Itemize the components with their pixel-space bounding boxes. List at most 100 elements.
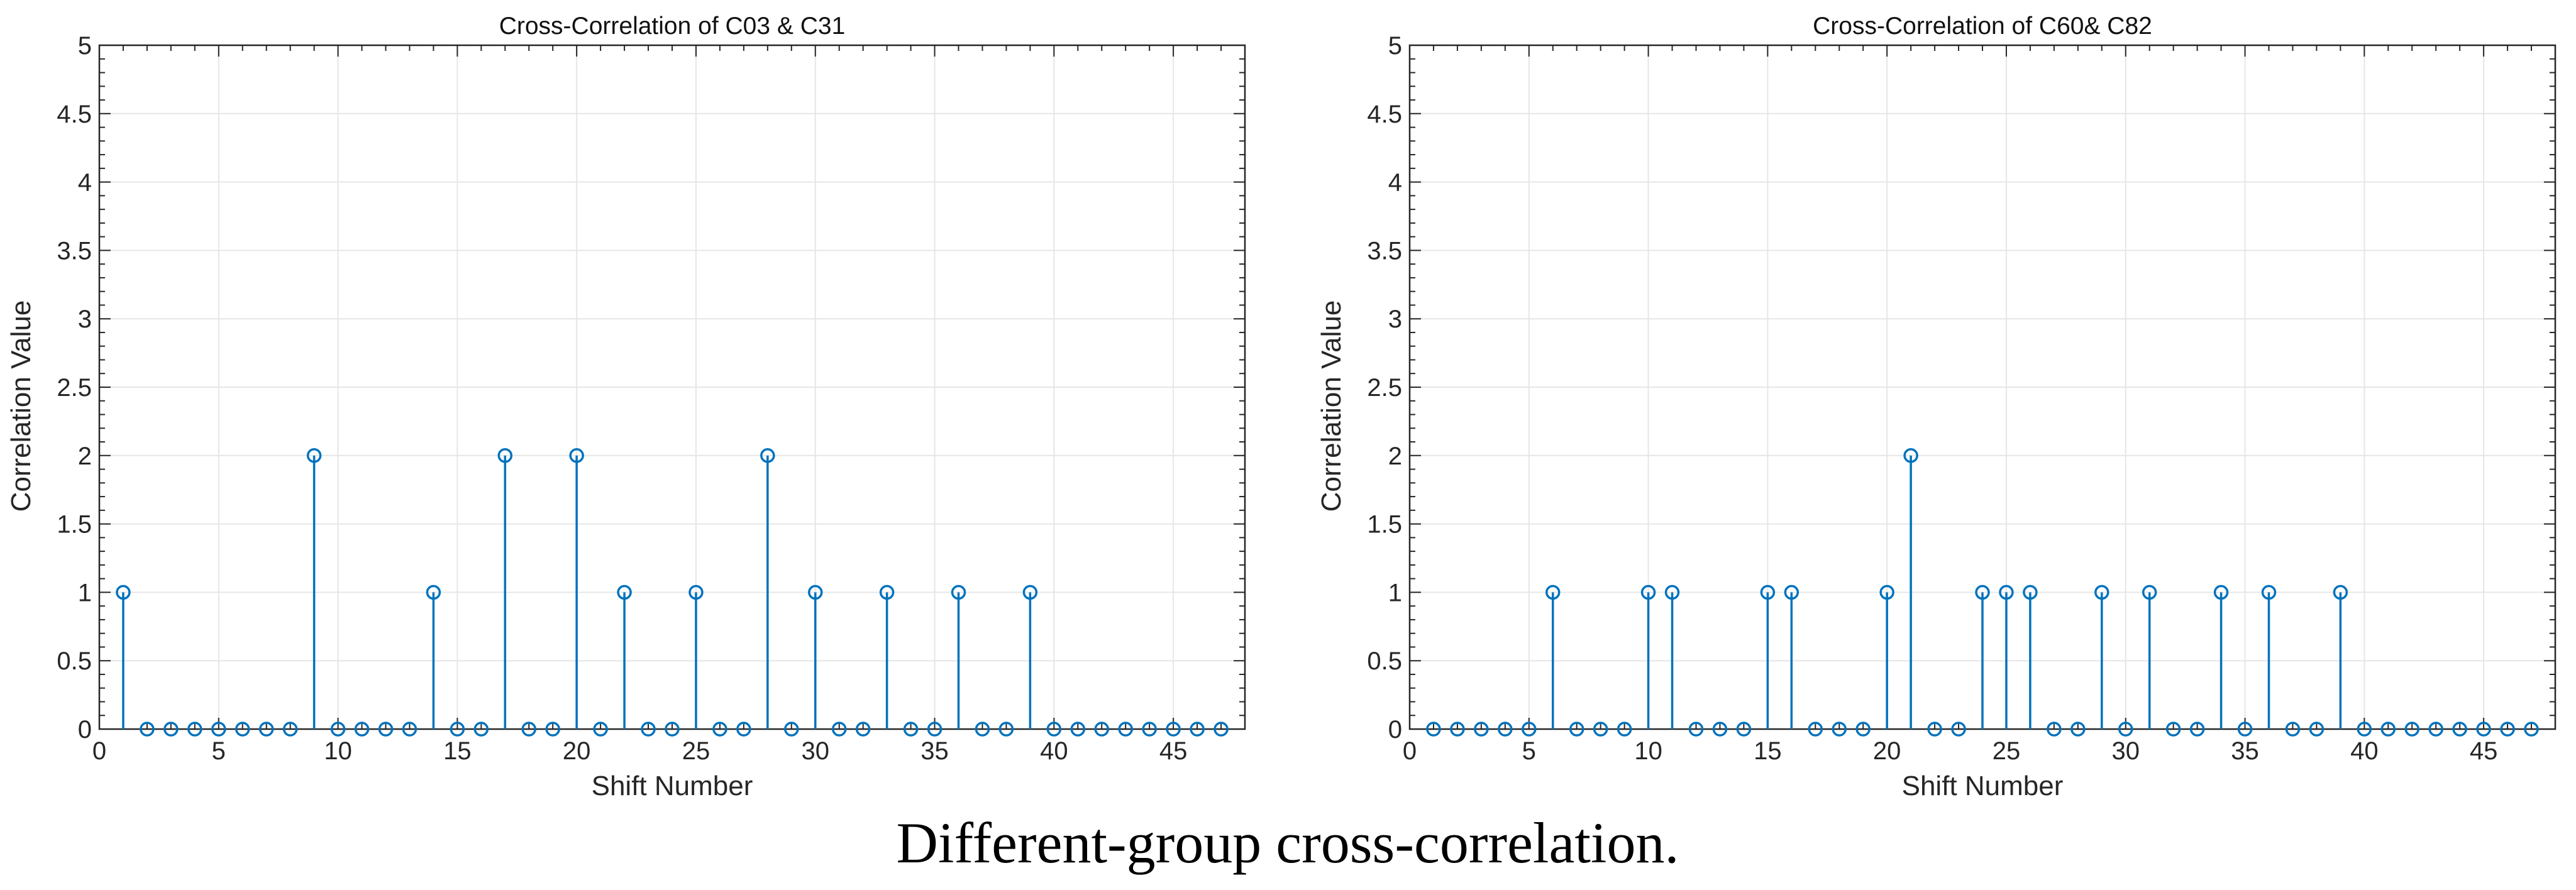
- x-tick-label: 40: [2350, 737, 2379, 765]
- stem-marker: [1522, 722, 1537, 737]
- y-tick-label: 0: [1388, 716, 1402, 744]
- y-tick-label: 1.5: [1367, 511, 1402, 539]
- stem-marker: [784, 722, 799, 737]
- stem-marker: [1640, 585, 1656, 600]
- stem-marker: [1569, 722, 1584, 737]
- stem-marker: [641, 722, 656, 737]
- stem-marker: [808, 585, 823, 600]
- x-tick-label: 15: [1754, 737, 1782, 765]
- stem-marker: [903, 722, 919, 737]
- stem-marker: [1975, 585, 1990, 600]
- stem-marker: [2261, 585, 2277, 600]
- stem-marker: [569, 448, 584, 463]
- x-tick-label: 30: [2112, 737, 2140, 765]
- stem-marker: [1832, 722, 1847, 737]
- stem-marker: [354, 722, 370, 737]
- stem-marker: [1046, 722, 1062, 737]
- stem-marker: [187, 722, 202, 737]
- stem-marker: [1593, 722, 1608, 737]
- y-tick-label: 3: [1388, 305, 1402, 333]
- stem-marker: [760, 448, 775, 463]
- stem-marker: [1450, 722, 1465, 737]
- x-tick-label: 40: [1040, 737, 1068, 765]
- stem-marker: [2165, 722, 2181, 737]
- stem-marker: [2213, 585, 2229, 600]
- stem-marker: [1903, 448, 1918, 463]
- stem-marker: [2142, 585, 2157, 600]
- stem-marker: [426, 585, 441, 600]
- x-tick-label: 35: [920, 737, 949, 765]
- stem-marker: [1213, 722, 1229, 737]
- stem-marker: [2070, 722, 2086, 737]
- stem-marker: [2118, 722, 2133, 737]
- x-axis-label: Shift Number: [592, 771, 753, 801]
- x-tick-label: 10: [1634, 737, 1662, 765]
- stem-marker: [450, 722, 465, 737]
- stem-marker: [736, 722, 751, 737]
- x-tick-label: 20: [563, 737, 591, 765]
- stem-marker: [497, 448, 513, 463]
- stem-marker: [1142, 722, 1157, 737]
- stem-marker: [1784, 585, 1799, 600]
- stem-marker: [2524, 722, 2539, 737]
- stem-marker: [282, 722, 298, 737]
- y-tick-label: 1: [1388, 579, 1402, 607]
- stem-marker: [2047, 722, 2062, 737]
- x-tick-label: 20: [1873, 737, 1901, 765]
- stem-marker: [2237, 722, 2253, 737]
- stem-marker: [1712, 722, 1728, 737]
- y-tick-label: 0.5: [1367, 647, 1402, 675]
- stem-marker: [1617, 722, 1632, 737]
- x-tick-label: 45: [2470, 737, 2498, 765]
- y-tick-label: 1.5: [57, 511, 92, 539]
- stem-marker: [235, 722, 250, 737]
- stem-marker: [975, 722, 990, 737]
- stem-marker: [998, 722, 1014, 737]
- y-tick-label: 2: [1388, 442, 1402, 470]
- y-tick-label: 1: [78, 579, 92, 607]
- x-tick-label: 30: [802, 737, 830, 765]
- stem-marker: [1022, 585, 1038, 600]
- y-tick-label: 2.5: [57, 374, 92, 402]
- stem-marker: [545, 722, 560, 737]
- stem-marker: [2357, 722, 2372, 737]
- stem-marker: [927, 722, 943, 737]
- stem-marker: [1474, 722, 1489, 737]
- y-tick-label: 2: [78, 442, 92, 470]
- x-tick-label: 25: [682, 737, 710, 765]
- stem-marker: [712, 722, 727, 737]
- stem-marker: [1498, 722, 1513, 737]
- stem-marker: [1760, 585, 1776, 600]
- stem-marker: [1664, 585, 1680, 600]
- stem-marker: [2309, 722, 2324, 737]
- y-axis-label: Correlation Value: [1316, 300, 1347, 512]
- stem-marker: [306, 448, 322, 463]
- x-tick-label: 0: [1403, 737, 1417, 765]
- stem-marker: [1999, 585, 2014, 600]
- stem-marker: [2476, 722, 2491, 737]
- x-tick-label: 25: [1993, 737, 2021, 765]
- y-tick-label: 3.5: [1367, 237, 1402, 265]
- chart-left: 0 5 10 15 20 25 30 35 40 45 0 0.5 1 1.5 2 2.5 3 3.5 4 4.5 5 C…: [6, 13, 1246, 801]
- stem-marker: [617, 585, 632, 600]
- stem-marker: [2023, 585, 2038, 600]
- stem-marker: [140, 722, 155, 737]
- stem-marker: [2452, 722, 2467, 737]
- stem-marker: [665, 722, 680, 737]
- stem-marker: [378, 722, 394, 737]
- stem-marker: [1951, 722, 1966, 737]
- x-tick-label: 35: [2231, 737, 2259, 765]
- stem-marker: [2285, 722, 2301, 737]
- stem-marker: [521, 722, 536, 737]
- stem-marker: [163, 722, 179, 737]
- y-tick-label: 4.5: [1367, 101, 1402, 128]
- y-tick-label: 5: [1388, 32, 1402, 60]
- stem-marker: [1426, 722, 1441, 737]
- stem-marker: [951, 585, 966, 600]
- figure-caption: Different-group cross-correlation.: [897, 811, 1679, 875]
- x-tick-label: 0: [92, 737, 106, 765]
- stem-marker: [1879, 585, 1894, 600]
- x-axis-label: Shift Number: [1902, 771, 2064, 801]
- stem-marker: [879, 585, 895, 600]
